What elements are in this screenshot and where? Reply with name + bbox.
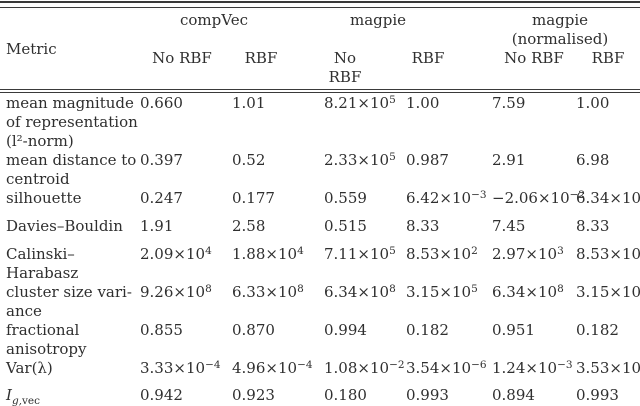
subheader-compvec-rbf: RBF <box>244 49 278 67</box>
column-group-magpie: magpie <box>349 11 407 29</box>
value-cell: 4.96×10−4 <box>232 359 313 377</box>
table-row: Var(λ) 3.33×10−4 4.96×10−4 1.08×10−2 3.5… <box>0 359 640 378</box>
table-row: mean distance to centroid 0.397 0.52 2.3… <box>0 151 640 189</box>
subheader-compvec-norbf: No RBF <box>152 49 212 67</box>
table-row: Ig,vec 0.942 0.923 0.180 0.993 0.894 0.9… <box>0 386 640 406</box>
value-cell: 3.15×105 <box>576 283 640 301</box>
value-cell: 0.993 <box>406 386 449 404</box>
value-cell: 2.33×105 <box>324 151 396 169</box>
value-cell: 1.00 <box>406 94 440 112</box>
value-cell: 2.91 <box>492 151 526 169</box>
table-top-rule <box>0 1 640 8</box>
metric-cell: fractional anisotropy <box>6 321 87 358</box>
value-cell: 0.247 <box>140 189 183 207</box>
value-cell: 0.52 <box>232 151 266 169</box>
table-row: mean magnitude of representation (l²-nor… <box>0 94 640 151</box>
value-cell: 6.98 <box>576 151 610 169</box>
value-cell: 0.870 <box>232 321 275 339</box>
table-header-rule <box>0 89 640 93</box>
value-cell: 7.45 <box>492 217 526 235</box>
table-row: cluster size vari- ance 9.26×108 6.33×10… <box>0 283 640 321</box>
value-cell: 0.660 <box>140 94 183 112</box>
value-cell: 1.91 <box>140 217 174 235</box>
value-cell: 0.894 <box>492 386 535 404</box>
value-cell: 6.34×108 <box>324 283 396 301</box>
value-cell: 1.24×10−3 <box>492 359 573 377</box>
value-cell: 6.33×108 <box>232 283 304 301</box>
metric-column-header: Metric <box>6 39 57 58</box>
value-cell: 1.08×10−2 <box>324 359 405 377</box>
subheader-magpie-rbf: RBF <box>411 49 445 67</box>
value-cell: 0.182 <box>576 321 619 339</box>
value-cell: 0.397 <box>140 151 183 169</box>
value-cell: 2.09×104 <box>140 245 212 263</box>
value-cell: 1.00 <box>576 94 610 112</box>
value-cell: 6.34×108 <box>492 283 564 301</box>
value-cell: 0.994 <box>324 321 367 339</box>
value-cell: 0.993 <box>576 386 619 404</box>
value-cell: 1.88×104 <box>232 245 304 263</box>
value-cell: 8.33 <box>576 217 610 235</box>
metric-cell: Calinski– Harabasz <box>6 245 79 282</box>
value-cell: 0.559 <box>324 189 367 207</box>
metric-cell: mean magnitude of representation (l²-nor… <box>6 94 138 150</box>
table-header: Metric compVec magpie magpie (normalised… <box>0 8 640 89</box>
value-cell: 6.34×10−3 <box>576 189 640 207</box>
value-cell: 0.942 <box>140 386 183 404</box>
value-cell: 0.855 <box>140 321 183 339</box>
value-cell: 1.01 <box>232 94 266 112</box>
value-cell: 0.951 <box>492 321 535 339</box>
metric-cell: cluster size vari- ance <box>6 283 132 320</box>
value-cell: 3.54×10−6 <box>406 359 487 377</box>
value-cell: 7.59 <box>492 94 526 112</box>
metric-cell: silhouette <box>6 189 82 207</box>
table-row: Calinski– Harabasz 2.09×104 1.88×104 7.1… <box>0 245 640 283</box>
value-cell: 0.987 <box>406 151 449 169</box>
column-group-compvec: compVec <box>180 11 248 29</box>
table-row: Davies–Bouldin 1.91 2.58 0.515 8.33 7.45… <box>0 217 640 236</box>
metric-symbol: I <box>6 386 12 404</box>
value-cell: 7.11×105 <box>324 245 396 263</box>
metric-subscript: g,vec <box>11 395 41 406</box>
value-cell: 9.26×108 <box>140 283 212 301</box>
subheader-magpie-norbf: No RBF <box>328 49 362 86</box>
value-cell: 0.515 <box>324 217 367 235</box>
value-cell: −2.06×10−2 <box>492 189 586 207</box>
metric-cell: Ig,vec <box>6 386 140 406</box>
value-cell: 3.15×105 <box>406 283 478 301</box>
metric-cell: Davies–Bouldin <box>6 217 123 235</box>
table-row: fractional anisotropy 0.855 0.870 0.994 … <box>0 321 640 359</box>
value-cell: 3.33×10−4 <box>140 359 221 377</box>
table-row: silhouette 0.247 0.177 0.559 6.42×10−3 −… <box>0 189 640 208</box>
value-cell: 3.53×10−6 <box>576 359 640 377</box>
value-cell: 8.21×105 <box>324 94 396 112</box>
value-cell: 2.97×103 <box>492 245 564 263</box>
value-cell: 8.53×102 <box>576 245 640 263</box>
value-cell: 8.33 <box>406 217 440 235</box>
metric-cell: Var(λ) <box>6 359 53 377</box>
value-cell: 8.53×102 <box>406 245 478 263</box>
subheader-magpienorm-rbf: RBF <box>591 49 625 67</box>
column-group-magpie-normalised: magpie (normalised) <box>511 11 609 48</box>
subheader-magpienorm-norbf: No RBF <box>504 49 564 67</box>
value-cell: 0.180 <box>324 386 367 404</box>
value-cell: 0.177 <box>232 189 275 207</box>
value-cell: 0.182 <box>406 321 449 339</box>
table-body: mean magnitude of representation (l²-nor… <box>0 93 640 406</box>
metric-cell: mean distance to centroid <box>6 151 137 188</box>
value-cell: 0.923 <box>232 386 275 404</box>
value-cell: 6.42×10−3 <box>406 189 487 207</box>
value-cell: 2.58 <box>232 217 266 235</box>
